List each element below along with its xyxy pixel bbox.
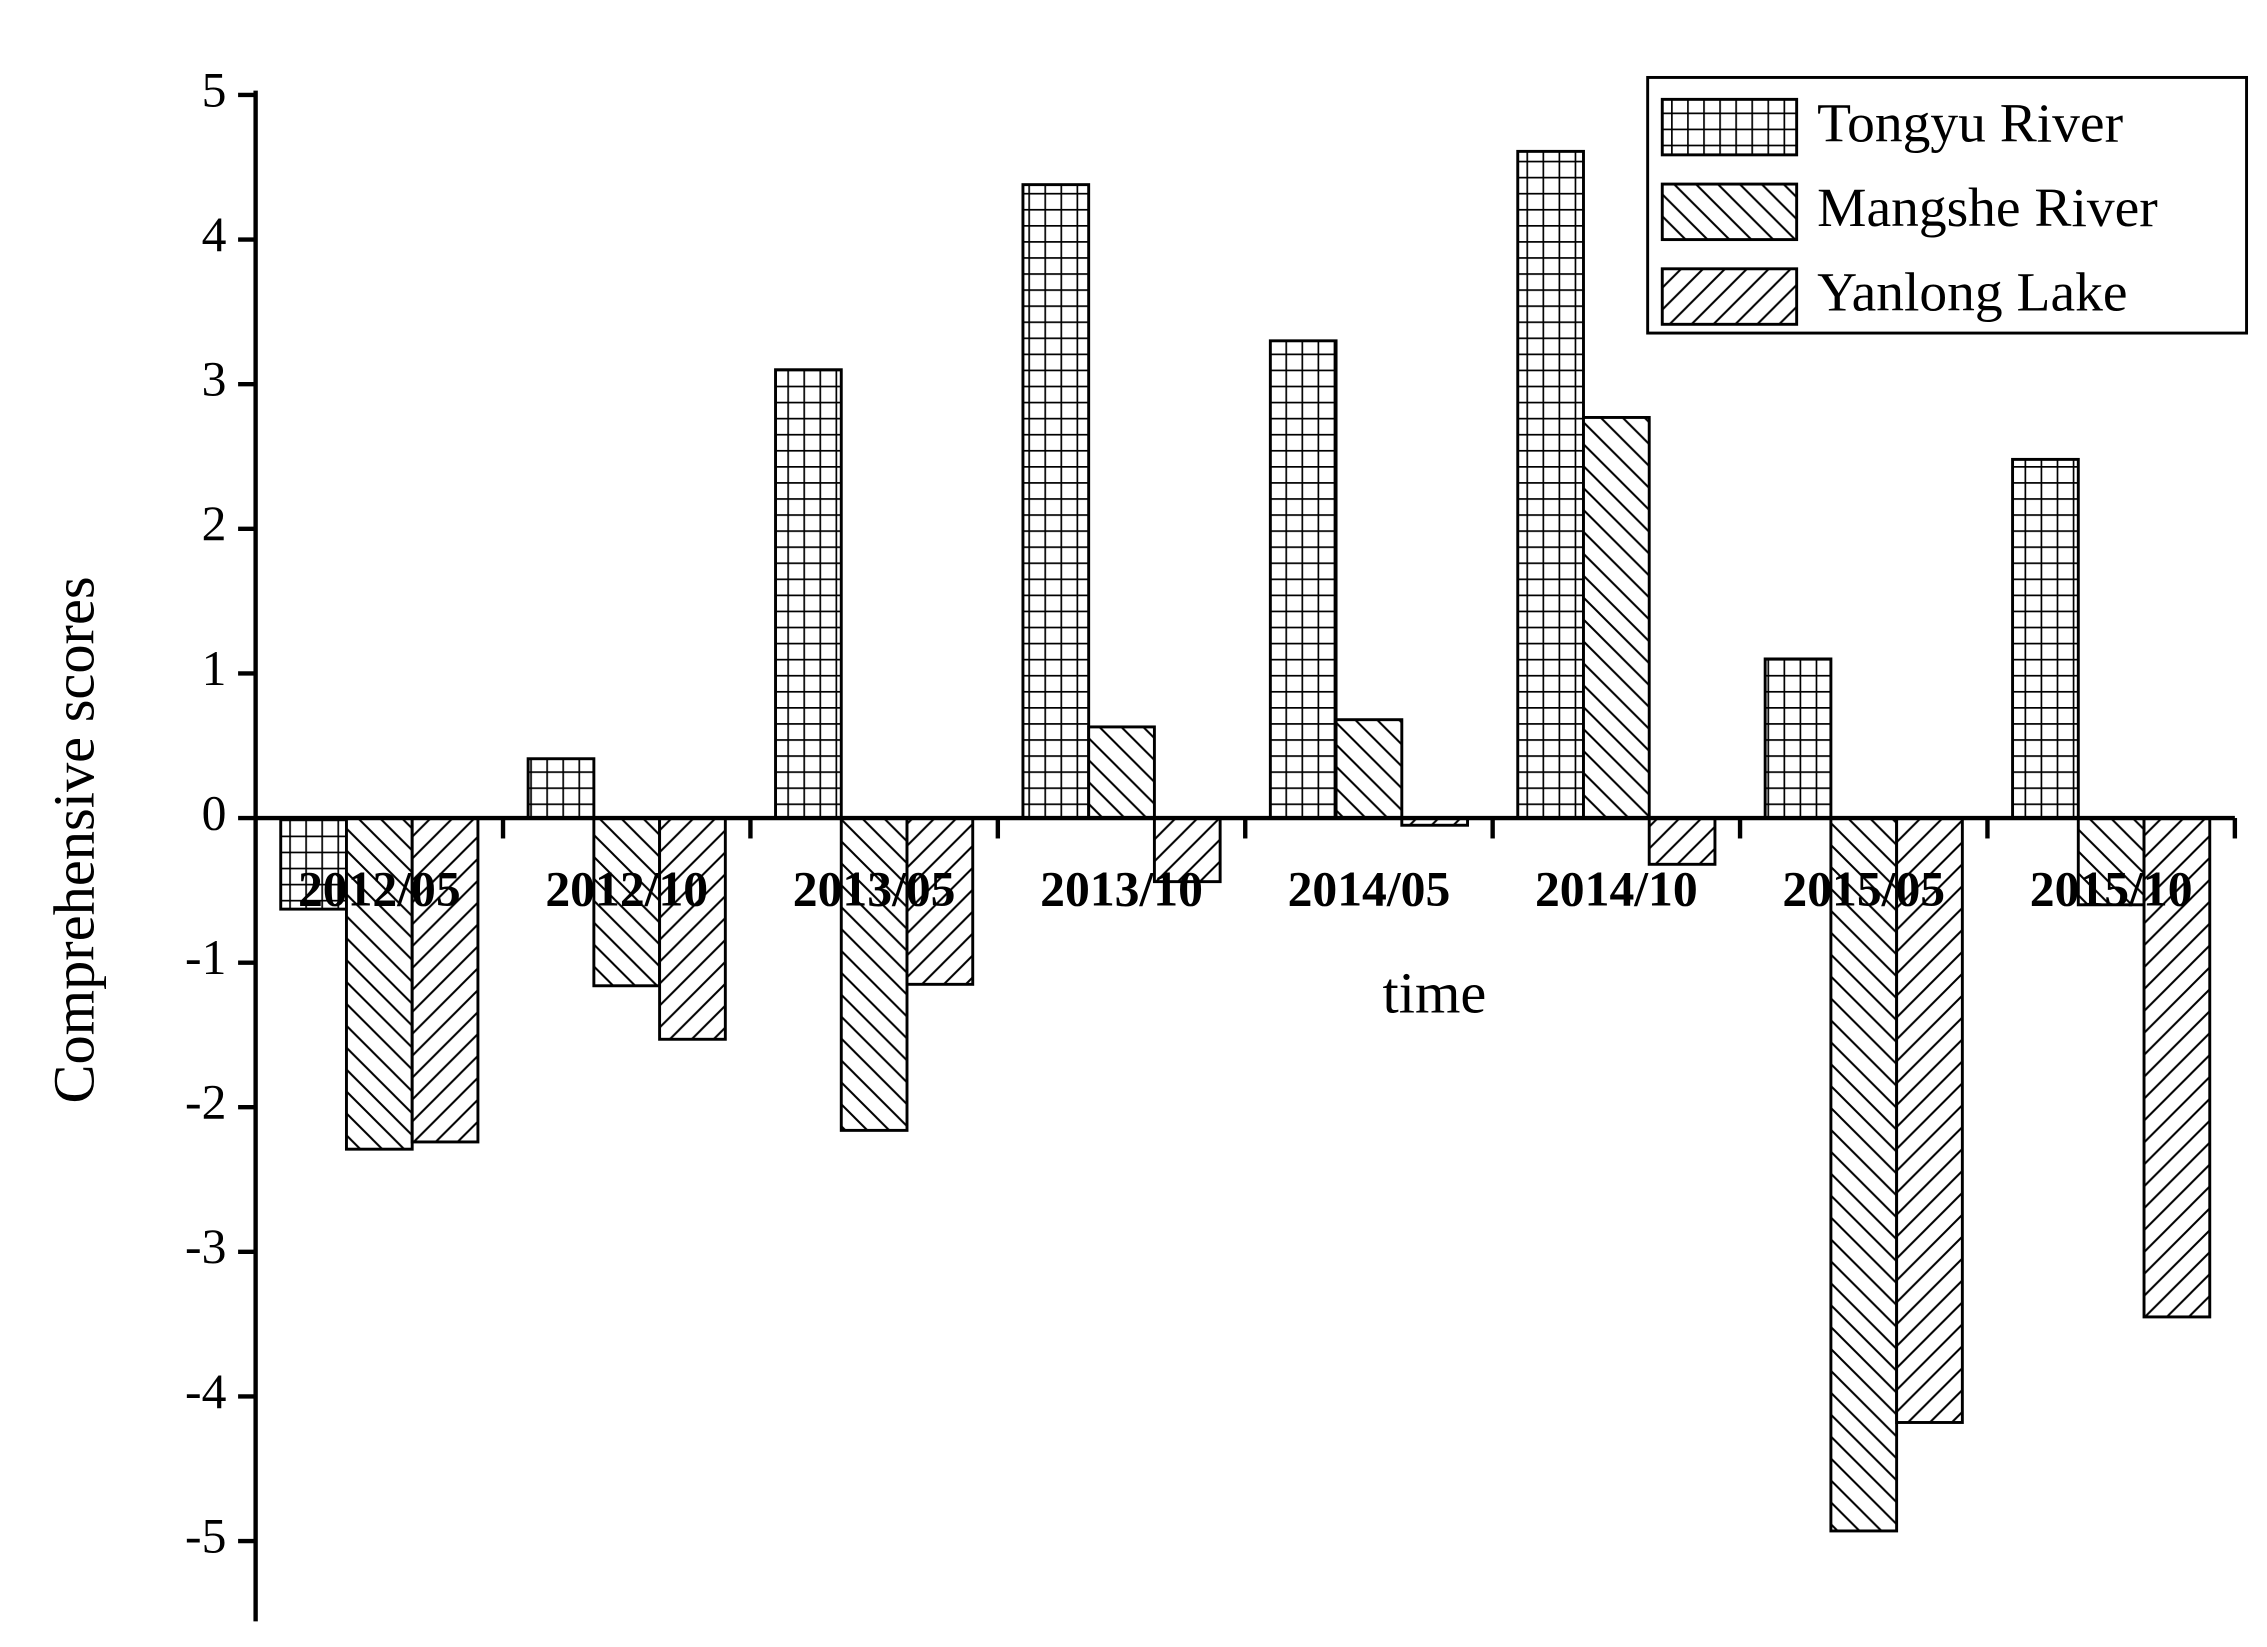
x-tick-label: 2015/05 [1782, 861, 1945, 916]
bar [1895, 816, 1964, 1424]
bar [410, 816, 480, 1144]
bar [905, 816, 975, 986]
bar [1647, 816, 1717, 866]
legend-swatch [1660, 97, 1799, 157]
x-tick-label: 2015/10 [2030, 861, 2193, 916]
y-tick-label: -2 [185, 1075, 226, 1130]
y-tick-label: 4 [202, 207, 227, 262]
bar [1021, 183, 1091, 820]
y-tick-label: 0 [202, 785, 227, 840]
legend-swatch [1660, 182, 1799, 242]
bar [526, 757, 596, 820]
bar [1516, 149, 1585, 820]
bar [774, 368, 843, 820]
x-tick-label: 2013/10 [1040, 861, 1203, 916]
y-tick-label: -3 [185, 1219, 226, 1274]
legend-label: Tongyu River [1817, 93, 2123, 154]
legend-label: Yanlong Lake [1817, 263, 2127, 324]
bar [2011, 457, 2080, 820]
x-tick-label: 2013/05 [793, 861, 956, 916]
bar [1334, 718, 1404, 820]
y-tick-label: -4 [185, 1364, 227, 1419]
x-axis-label: time [1382, 961, 1486, 1026]
bar [1087, 725, 1156, 820]
y-tick-label: 5 [202, 62, 227, 117]
y-tick-label: -1 [185, 930, 226, 985]
x-tick-label: 2014/10 [1535, 861, 1698, 916]
legend-swatch [1660, 267, 1799, 326]
x-tick-label: 2012/10 [545, 861, 708, 916]
y-tick-label: 2 [202, 496, 227, 551]
bar [658, 816, 727, 1041]
y-tick-label: 1 [202, 641, 227, 696]
y-tick-label: -5 [185, 1508, 226, 1563]
bar [1763, 657, 1833, 820]
y-tick-label: 3 [202, 352, 227, 407]
bar [1268, 339, 1338, 820]
legend-label: Mangshe River [1817, 178, 2158, 239]
bar [279, 816, 348, 911]
y-axis-label: Comprehensive scores [42, 576, 107, 1103]
x-tick-label: 2014/05 [1288, 861, 1451, 916]
bar [344, 816, 414, 1151]
x-tick-label: 2012/05 [298, 861, 461, 916]
bar [1829, 816, 1899, 1533]
bar [1152, 816, 1222, 884]
bar [1582, 415, 1651, 820]
